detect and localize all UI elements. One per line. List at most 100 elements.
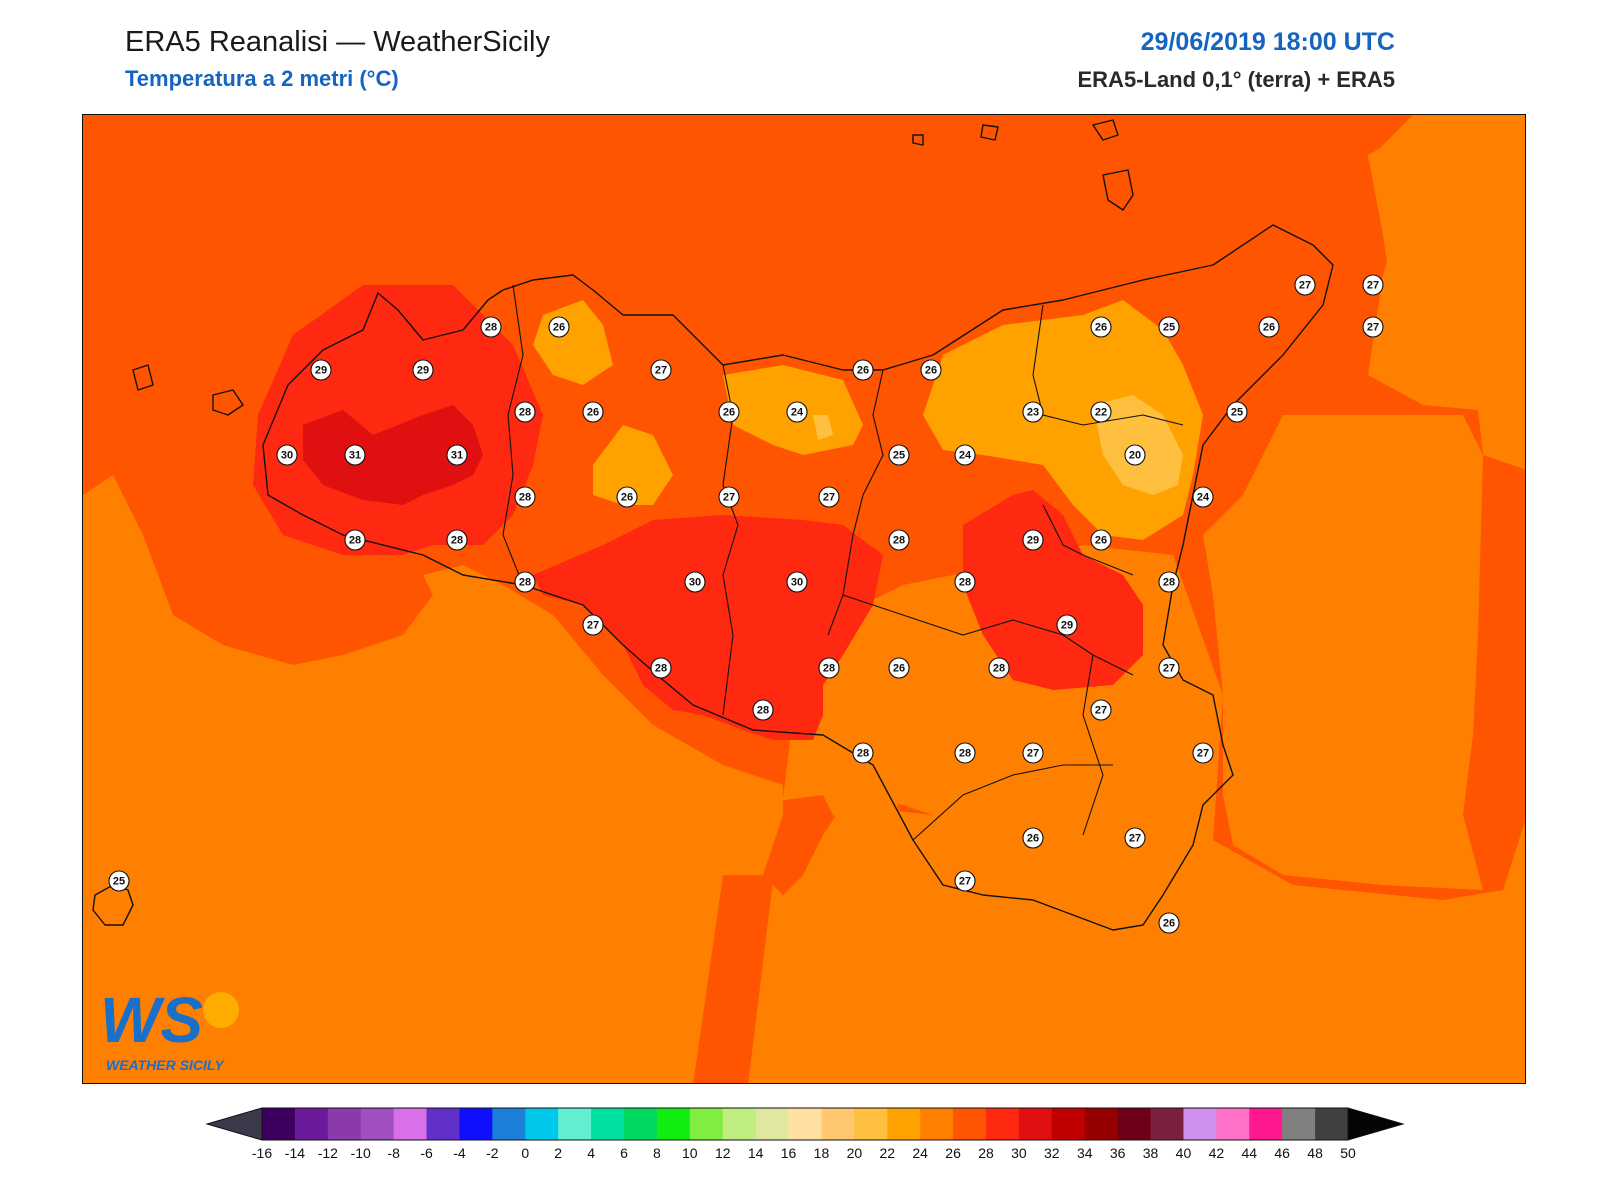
station-value: 25 bbox=[893, 450, 905, 462]
station-marker: 27 bbox=[1362, 316, 1384, 338]
station-value: 28 bbox=[349, 535, 361, 547]
colorbar-tick-label: 30 bbox=[1011, 1145, 1027, 1161]
station-marker: 28 bbox=[988, 657, 1010, 679]
station-value: 31 bbox=[349, 450, 361, 462]
station-marker: 30 bbox=[786, 571, 808, 593]
colorbar-segment bbox=[722, 1108, 757, 1140]
station-value: 29 bbox=[1027, 535, 1039, 547]
field-28-west bbox=[253, 285, 543, 555]
colorbar-tick-label: 40 bbox=[1176, 1145, 1192, 1161]
colorbar-tick-label: 28 bbox=[978, 1145, 994, 1161]
colorbar-segment bbox=[854, 1108, 888, 1140]
island-coastline bbox=[980, 124, 999, 141]
station-marker: 29 bbox=[1056, 614, 1078, 636]
station-marker: 28 bbox=[514, 486, 536, 508]
station-marker: 27 bbox=[1022, 742, 1044, 764]
station-marker: 26 bbox=[1090, 529, 1112, 551]
colorbar-segment bbox=[953, 1108, 987, 1140]
station-value: 29 bbox=[315, 365, 327, 377]
station-marker: 25 bbox=[888, 444, 910, 466]
logo-text: WEATHER SICILY bbox=[106, 1057, 225, 1073]
station-value: 28 bbox=[655, 663, 667, 675]
station-value: 26 bbox=[1163, 918, 1175, 930]
station-marker: 27 bbox=[1362, 274, 1384, 296]
map-subtitle: Temperatura a 2 metri (°C) bbox=[125, 66, 399, 91]
station-marker: 27 bbox=[582, 614, 604, 636]
colorbar-tick-label: 10 bbox=[682, 1145, 698, 1161]
station-value: 26 bbox=[857, 365, 869, 377]
station-value: 28 bbox=[519, 492, 531, 504]
station-value: 30 bbox=[281, 450, 293, 462]
station-value: 28 bbox=[519, 577, 531, 589]
colorbar-segment bbox=[920, 1108, 954, 1140]
station-marker: 28 bbox=[888, 529, 910, 551]
station-value: 28 bbox=[519, 407, 531, 419]
colorbar-segment bbox=[1249, 1108, 1283, 1140]
station-marker: 26 bbox=[1158, 912, 1180, 934]
station-marker: 31 bbox=[344, 444, 366, 466]
station-value: 24 bbox=[791, 407, 804, 419]
station-marker: 27 bbox=[650, 359, 672, 381]
station-marker: 22 bbox=[1090, 401, 1112, 423]
province-boundary bbox=[1042, 504, 1134, 576]
colorbar-tick-label: 44 bbox=[1241, 1145, 1257, 1161]
station-marker: 24 bbox=[1192, 486, 1214, 508]
station-value: 26 bbox=[553, 322, 565, 334]
colorbar-segment bbox=[1282, 1108, 1316, 1140]
colorbar-tick-label: 42 bbox=[1209, 1145, 1225, 1161]
station-value: 24 bbox=[1197, 492, 1210, 504]
station-marker: 26 bbox=[852, 359, 874, 381]
colorbar-segment bbox=[755, 1108, 790, 1140]
colorbar-segment bbox=[1150, 1108, 1184, 1140]
station-marker: 27 bbox=[1158, 657, 1180, 679]
station-marker: 27 bbox=[954, 870, 976, 892]
colorbar-frame bbox=[261, 1107, 1349, 1141]
station-marker: 28 bbox=[954, 571, 976, 593]
station-marker: 28 bbox=[514, 571, 536, 593]
colorbar-segment bbox=[525, 1108, 559, 1140]
field-28-east bbox=[963, 490, 1143, 690]
station-marker: 26 bbox=[616, 486, 638, 508]
colorbar-tick-label: -8 bbox=[387, 1145, 400, 1161]
station-marker: 27 bbox=[818, 486, 840, 508]
colorbar-segment bbox=[887, 1108, 921, 1140]
colorbar-tick-label: 8 bbox=[653, 1145, 661, 1161]
island-coastline bbox=[1092, 119, 1119, 141]
colorbar-tick-label: -10 bbox=[351, 1145, 371, 1161]
station-marker: 28 bbox=[650, 657, 672, 679]
map-canvas: 28 26 27 26 26 26 25 26 27 27 27 29 29 30 31 31 28 26 26 24… bbox=[83, 115, 1525, 1083]
colorbar-tick-label: -16 bbox=[252, 1145, 272, 1161]
station-value: 26 bbox=[893, 663, 905, 675]
colorbar-segment bbox=[360, 1108, 395, 1140]
field-24-south bbox=[83, 475, 783, 1083]
colorbar-segment bbox=[986, 1108, 1020, 1140]
station-marker: 26 bbox=[1090, 316, 1112, 338]
station-value: 23 bbox=[1027, 407, 1039, 419]
station-marker: 27 bbox=[718, 486, 740, 508]
station-marker: 29 bbox=[310, 359, 332, 381]
station-marker: 28 bbox=[752, 699, 774, 721]
colorbar-tick-label: 14 bbox=[748, 1145, 764, 1161]
colorbar-segment bbox=[1216, 1108, 1250, 1140]
field-28-central bbox=[533, 515, 883, 740]
colorbar-segment bbox=[591, 1108, 625, 1140]
colorbar-max-arrow bbox=[1347, 1107, 1405, 1141]
colorbar-tick-label: -4 bbox=[453, 1145, 466, 1161]
field-22-west-inland bbox=[593, 425, 673, 505]
station-marker: 25 bbox=[1158, 316, 1180, 338]
colorbar-tick-label: 22 bbox=[879, 1145, 895, 1161]
colorbar-tick-label: 48 bbox=[1307, 1145, 1323, 1161]
station-value: 30 bbox=[791, 577, 803, 589]
colorbar-tick-label: 24 bbox=[912, 1145, 928, 1161]
colorbar-tick-label: 36 bbox=[1110, 1145, 1126, 1161]
station-value: 26 bbox=[723, 407, 735, 419]
station-value: 29 bbox=[1061, 620, 1073, 632]
station-marker: 28 bbox=[818, 657, 840, 679]
colorbar-segment bbox=[426, 1108, 460, 1140]
station-value: 30 bbox=[689, 577, 701, 589]
station-value: 27 bbox=[655, 365, 667, 377]
station-value: 26 bbox=[925, 365, 937, 377]
station-marker: 28 bbox=[446, 529, 468, 551]
field-20-small bbox=[813, 415, 833, 440]
station-value: 26 bbox=[1027, 833, 1039, 845]
